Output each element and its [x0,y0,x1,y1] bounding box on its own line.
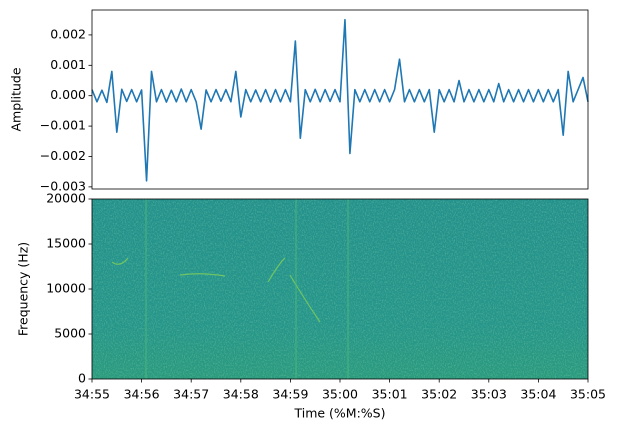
y-tick-label: 5000 [54,326,86,341]
y-tick-label: 0.001 [50,57,86,72]
spectrogram-image [92,199,588,379]
y-tick-label: 20000 [46,191,86,206]
y-tick-label: 0.000 [50,87,86,102]
amplitude-axes: −0.003 −0.002 −0.001 0.000 0.001 0.002 Amplitu… [9,9,589,193]
y-axis-label: Frequency (Hz) [16,242,31,336]
x-tick-label: 35:01 [372,387,408,402]
y-tick-label: 15000 [46,236,86,251]
x-tick-label: 34:55 [74,387,110,402]
y-tick-label: 0.002 [50,26,86,41]
axes-frame [91,9,589,190]
y-tick-label: −0.003 [40,178,86,193]
y-tick-label: −0.001 [40,118,86,133]
waveform-line [91,18,589,182]
x-tick-label: 35:00 [322,387,358,402]
x-tick-label: 35:02 [421,387,457,402]
x-tick-label: 34:56 [124,387,160,402]
x-tick-label: 35:05 [570,387,606,402]
x-tick-label: 35:04 [520,387,556,402]
x-axis-label: Time (%M:%S) [293,406,385,421]
y-tick-label: 0 [78,371,86,386]
y-tick-label: 10000 [46,281,86,296]
x-tick-label: 35:03 [471,387,507,402]
y-axis-label: Amplitude [9,67,24,131]
y-tick-label: −0.002 [40,148,86,163]
x-tick-label: 34:58 [223,387,259,402]
x-tick-label: 34:57 [173,387,209,402]
spectrogram-axes: 0 5000 10000 15000 20000 34:55 34:56 34:57 34:58… [16,191,607,421]
x-tick-label: 34:59 [272,387,308,402]
